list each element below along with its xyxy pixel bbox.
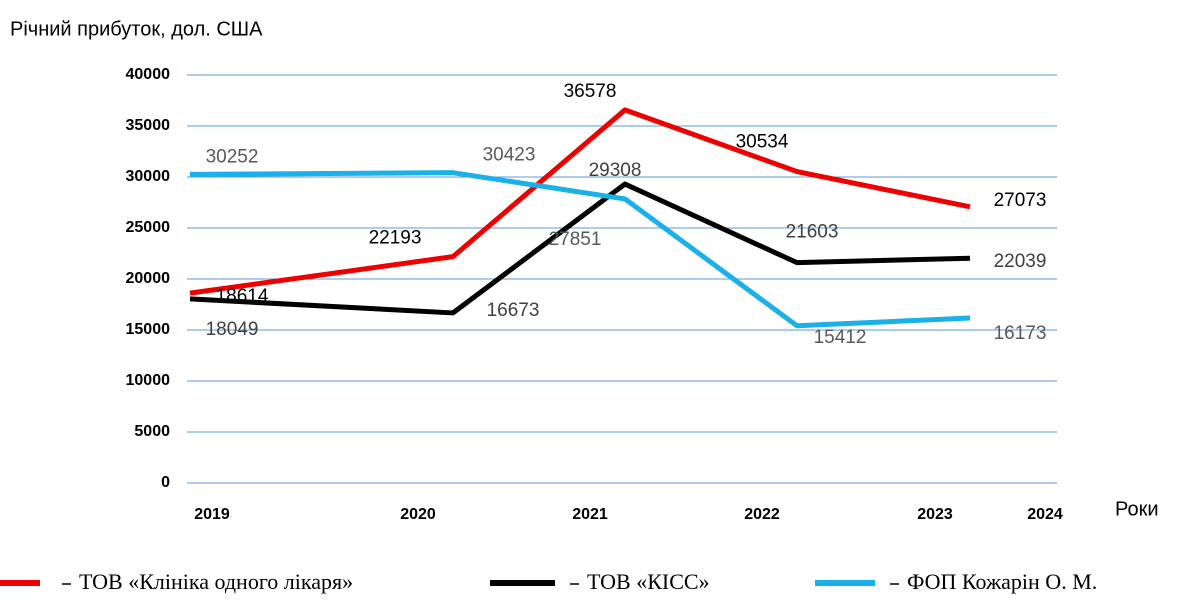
data-label: 27073: [994, 190, 1047, 211]
data-label: 30534: [736, 132, 789, 153]
y-tick-label: 20000: [126, 270, 171, 287]
data-label: 16673: [487, 300, 540, 321]
data-label: 16173: [994, 323, 1047, 344]
x-tick-label: 2020: [400, 506, 436, 523]
legend-label: ТОВ «Клініка одного лікаря»: [79, 569, 353, 594]
y-tick-label: 15000: [126, 321, 171, 338]
data-label: 22193: [369, 228, 422, 249]
y-axis-title: Річний прибуток, дол. США: [10, 18, 263, 40]
data-label: 36578: [564, 81, 617, 102]
data-label: 30423: [483, 145, 536, 166]
data-label: 21603: [786, 222, 839, 243]
data-label: 22039: [994, 251, 1047, 272]
legend-label: ТОВ «КІСС»: [587, 569, 710, 594]
x-tick-label: 2023: [917, 506, 953, 523]
data-label: 18049: [206, 319, 259, 340]
series-line: [189, 170, 971, 329]
y-tick-label: 0: [161, 474, 170, 491]
y-tick-label: 35000: [126, 117, 171, 134]
data-label: 27851: [549, 229, 602, 250]
data-label: 29308: [589, 160, 642, 181]
y-tick-label: 10000: [126, 372, 171, 389]
x-axis-title: Роки: [1115, 498, 1159, 520]
data-label: 15412: [814, 327, 867, 348]
x-tick-label: 2022: [744, 506, 780, 523]
y-tick-label: 5000: [134, 423, 170, 440]
x-tick-label: 2021: [572, 506, 608, 523]
data-label: 30252: [206, 146, 259, 167]
x-tick-label: 2024: [1027, 506, 1063, 523]
y-tick-label: 40000: [126, 66, 171, 83]
series-line: [189, 181, 971, 316]
legend-label: ФОП Кожарін О. М.: [907, 569, 1097, 594]
y-tick-label: 25000: [126, 219, 171, 236]
x-tick-label: 2019: [194, 506, 230, 523]
series-line: [189, 107, 971, 296]
y-tick-label: 30000: [126, 168, 171, 185]
